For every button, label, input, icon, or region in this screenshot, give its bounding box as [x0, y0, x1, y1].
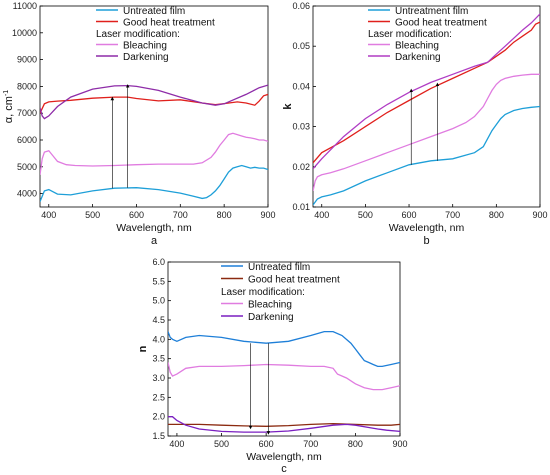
- y-tick-label: 3.5: [152, 354, 165, 364]
- x-axis-label: Wavelength, nm: [389, 222, 465, 234]
- y-tick-label: 5.5: [152, 276, 165, 286]
- y-tick-label: 1.5: [152, 431, 165, 441]
- y-tick-label: 2.5: [152, 392, 165, 402]
- x-tick-label: 900: [532, 210, 547, 220]
- x-tick-label: 400: [41, 210, 56, 220]
- x-tick-label: 400: [314, 210, 329, 220]
- y-tick-label: 9000: [17, 55, 37, 65]
- panel-label: c: [281, 463, 287, 475]
- chart-panel-a: 400 500 600 700 800 900 4000 5000 6000 7000 8000 90…: [3, 1, 276, 247]
- x-tick-label: 700: [173, 210, 188, 220]
- y-tick-label: 5.0: [152, 296, 165, 306]
- legend-header: Laser modification:: [368, 29, 452, 40]
- series-line-0: [168, 330, 400, 368]
- x-tick-label: 500: [85, 210, 100, 220]
- y-axis-label-superscript: -1: [3, 90, 10, 96]
- legend-label-4: Darkening: [395, 52, 441, 63]
- legend-label-4: Darkening: [248, 312, 294, 323]
- y-tick-label: 11000: [13, 1, 37, 11]
- x-tick-label: 500: [358, 210, 373, 220]
- y-tick-label: 6.0: [152, 257, 165, 267]
- chart-panel-b: 400 500 600 700 800 900 0.01 0.02 0.03 0.04 0.05 0.…: [282, 1, 548, 247]
- x-tick-label: 600: [259, 439, 274, 449]
- y-axis-label: k: [282, 103, 294, 110]
- y-tick-label: 4000: [17, 189, 37, 199]
- y-tick-label: 6000: [17, 135, 37, 145]
- legend-label-0: Untreatment film: [395, 6, 468, 17]
- y-tick-label: 0.01: [292, 202, 310, 212]
- x-tick-label: 700: [303, 439, 318, 449]
- legend-label-3: Bleaching: [248, 300, 292, 311]
- legend-header: Laser modification:: [96, 29, 180, 40]
- x-tick-label: 900: [392, 439, 407, 449]
- series-line-3: [168, 416, 400, 433]
- x-tick-label: 800: [217, 210, 232, 220]
- x-tick-label: 600: [402, 210, 417, 220]
- x-tick-label: 900: [260, 210, 275, 220]
- y-tick-label: 4.5: [152, 315, 165, 325]
- y-tick-label: 8000: [17, 81, 37, 91]
- legend-header: Laser modification:: [221, 287, 305, 298]
- series-line-1: [40, 93, 268, 114]
- plot-frame: [167, 261, 401, 437]
- series-line-1: [168, 422, 400, 427]
- x-axis-label: Wavelength, nm: [116, 222, 192, 234]
- y-tick-label: 10000: [12, 28, 37, 38]
- series-line-1: [313, 21, 540, 164]
- series-line-0: [40, 164, 268, 202]
- y-tick-label: 0.03: [292, 122, 310, 132]
- legend-label-3: Bleaching: [123, 41, 167, 52]
- x-tick-label: 600: [129, 210, 144, 220]
- series-line-3: [40, 84, 268, 120]
- series-line-2: [40, 132, 268, 175]
- x-tick-label: 800: [489, 210, 504, 220]
- series-line-2: [313, 73, 540, 192]
- legend-label-3: Bleaching: [395, 41, 439, 52]
- y-axis-label: n: [137, 345, 149, 352]
- legend-label-1: Good heat treatment: [395, 18, 487, 29]
- series-line-3: [313, 13, 540, 170]
- y-axis-label: α, cm-1: [3, 90, 15, 123]
- legend-label-1: Good heat treatment: [248, 275, 340, 286]
- y-tick-label: 0.05: [292, 41, 310, 51]
- x-tick-label: 700: [445, 210, 460, 220]
- series-line-0: [313, 105, 540, 206]
- y-tick-label: 3.0: [152, 373, 165, 383]
- series-line-2: [168, 362, 400, 391]
- legend-label-4: Darkening: [123, 52, 169, 63]
- x-tick-label: 800: [348, 439, 363, 449]
- y-tick-label: 0.04: [292, 81, 310, 91]
- legend-label-0: Untreated film: [248, 262, 310, 273]
- y-tick-label: 0.06: [292, 1, 310, 11]
- legend-label-0: Untreated film: [123, 6, 185, 17]
- panel-label: b: [423, 235, 429, 247]
- chart-panel-c: 400 500 600 700 800 900 1.5 2.0 2.5 3.0 3.5 4.0 4.5 5…: [137, 257, 408, 475]
- panel-label: a: [151, 235, 158, 247]
- y-tick-label: 0.02: [292, 162, 310, 172]
- x-axis-label: Wavelength, nm: [246, 451, 322, 463]
- y-tick-label: 7000: [17, 108, 37, 118]
- y-tick-label: 4.0: [152, 334, 165, 344]
- y-tick-label: 5000: [17, 162, 37, 172]
- plot-frame: [39, 5, 269, 208]
- x-tick-label: 500: [214, 439, 229, 449]
- x-tick-label: 400: [169, 439, 184, 449]
- y-tick-label: 2.0: [152, 412, 165, 422]
- legend-label-1: Good heat treatment: [123, 18, 215, 29]
